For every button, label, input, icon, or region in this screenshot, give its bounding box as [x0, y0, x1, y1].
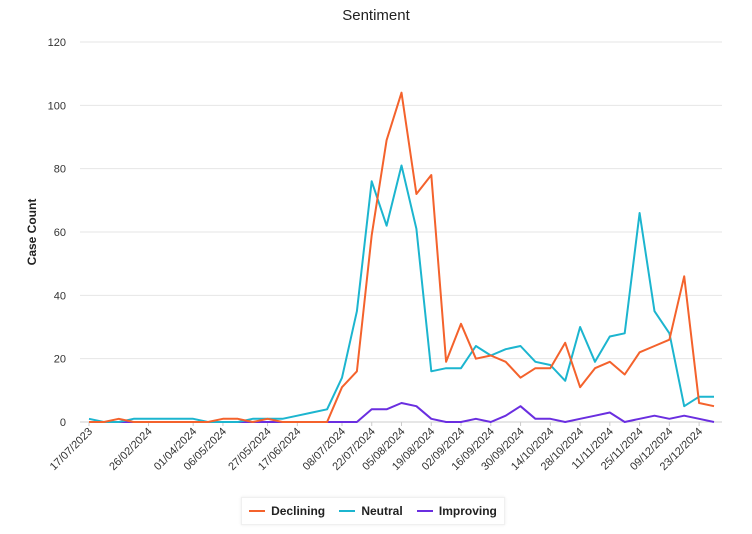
series-lines — [88, 91, 715, 423]
y-axis-label: Case Count — [25, 199, 39, 266]
x-tick-label: 26/02/2024 — [107, 426, 154, 473]
legend-item-neutral[interactable]: Neutral — [339, 504, 403, 518]
legend-item-improving[interactable]: Improving — [416, 504, 497, 518]
gridlines — [80, 41, 722, 423]
legend-label: Improving — [438, 504, 497, 518]
y-tick-label: 80 — [54, 164, 66, 176]
legend-swatch — [249, 510, 266, 512]
series-line-declining — [89, 91, 715, 423]
x-tick-label: 17/07/2023 — [48, 426, 95, 473]
legend: Declining Neutral Improving — [241, 497, 505, 525]
legend-swatch — [416, 510, 433, 512]
y-tick-label: 100 — [48, 100, 66, 112]
legend-item-declining[interactable]: Declining — [249, 504, 325, 518]
x-axis-ticks: 17/07/2023 26/02/202401/04/202406/05/2024… — [48, 422, 705, 473]
y-tick-label: 120 — [48, 37, 66, 49]
legend-label: Declining — [271, 504, 326, 518]
series-line-neutral — [88, 164, 714, 423]
y-tick-label: 60 — [54, 227, 66, 239]
y-tick-label: 20 — [54, 354, 66, 366]
y-tick-label: 40 — [54, 290, 66, 302]
y-axis-ticks: 0 20 40 60 80 100 120 — [48, 37, 66, 429]
chart-title: Sentiment — [342, 7, 410, 24]
legend-label: Neutral — [361, 504, 403, 518]
legend-swatch — [339, 510, 356, 512]
y-tick-label: 0 — [60, 417, 66, 429]
